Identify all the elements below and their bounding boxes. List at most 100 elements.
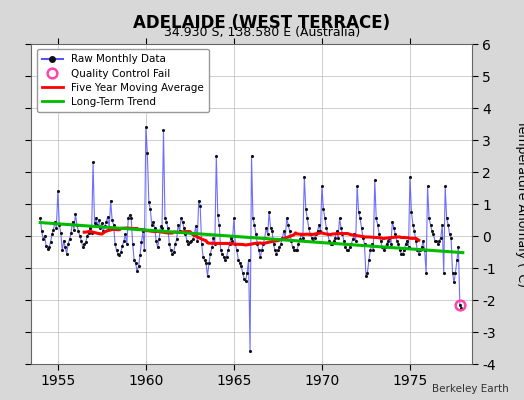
Point (222, 254, 231, 260)
Point (425, 215, 433, 222)
Point (171, 241, 179, 247)
Point (216, 247, 225, 254)
Point (422, 270, 430, 276)
Point (379, 247, 388, 254)
Point (407, 209, 416, 215)
Point (43, 246, 52, 252)
Point (82, 239, 90, 246)
Point (339, 231, 347, 238)
Point (401, 241, 410, 247)
Point (162, 218, 171, 225)
Point (341, 244, 350, 250)
Point (49, 226, 58, 233)
Point (146, 206, 155, 212)
Point (260, 234, 269, 241)
Point (352, 238, 360, 244)
Point (99, 228, 107, 234)
Point (376, 238, 385, 244)
Point (193, 238, 201, 244)
Point (236, 260, 244, 266)
Point (230, 215, 238, 222)
Point (321, 215, 329, 222)
Point (456, 302, 464, 308)
Point (183, 238, 191, 244)
Point (176, 228, 184, 234)
Point (284, 222, 292, 228)
Point (438, 222, 446, 228)
Point (92, 215, 100, 222)
Point (234, 257, 243, 263)
Point (202, 260, 210, 266)
Point (247, 153, 256, 159)
Point (368, 241, 376, 247)
Point (427, 222, 435, 228)
Point (148, 222, 156, 228)
Point (178, 218, 187, 225)
Point (133, 268, 141, 274)
Point (436, 234, 445, 241)
Point (240, 276, 248, 282)
Point (418, 244, 426, 250)
Point (187, 238, 195, 244)
Point (423, 183, 432, 190)
Point (255, 247, 263, 254)
Point (280, 228, 288, 234)
Point (306, 231, 314, 238)
Point (350, 231, 358, 238)
Point (112, 247, 121, 254)
Point (332, 228, 341, 234)
Point (281, 234, 289, 241)
Point (121, 231, 129, 238)
Point (302, 206, 310, 212)
Point (299, 234, 307, 241)
Point (457, 305, 465, 311)
Point (416, 247, 424, 254)
Point (328, 241, 336, 247)
Point (253, 241, 261, 247)
Point (55, 222, 63, 228)
Point (445, 231, 454, 238)
Point (450, 279, 458, 286)
Point (442, 215, 451, 222)
Point (272, 250, 281, 257)
Point (277, 241, 285, 247)
Point (334, 234, 342, 241)
Point (71, 210, 80, 217)
Point (309, 238, 318, 244)
Point (447, 234, 455, 241)
Point (348, 236, 357, 242)
Point (313, 228, 322, 234)
Point (413, 247, 421, 254)
Point (381, 244, 389, 250)
Point (89, 159, 97, 166)
Point (409, 222, 417, 228)
Point (354, 209, 363, 215)
Point (400, 247, 408, 254)
Point (74, 228, 83, 234)
Point (291, 247, 300, 254)
Point (293, 247, 301, 254)
Point (282, 215, 291, 222)
Point (370, 177, 379, 183)
Point (308, 234, 316, 241)
Point (357, 225, 366, 231)
Point (374, 222, 382, 228)
Point (83, 233, 91, 239)
Point (242, 278, 250, 284)
Point (189, 236, 197, 242)
Point (42, 242, 50, 249)
Point (161, 215, 169, 222)
Point (369, 247, 377, 254)
Point (172, 236, 181, 242)
Point (97, 220, 106, 226)
Point (96, 225, 105, 231)
Point (154, 244, 162, 250)
Point (366, 247, 375, 254)
Point (106, 198, 115, 204)
Point (316, 228, 325, 234)
Point (127, 215, 135, 222)
Point (344, 247, 353, 254)
Point (441, 183, 450, 190)
Point (325, 238, 333, 244)
Point (387, 241, 395, 247)
